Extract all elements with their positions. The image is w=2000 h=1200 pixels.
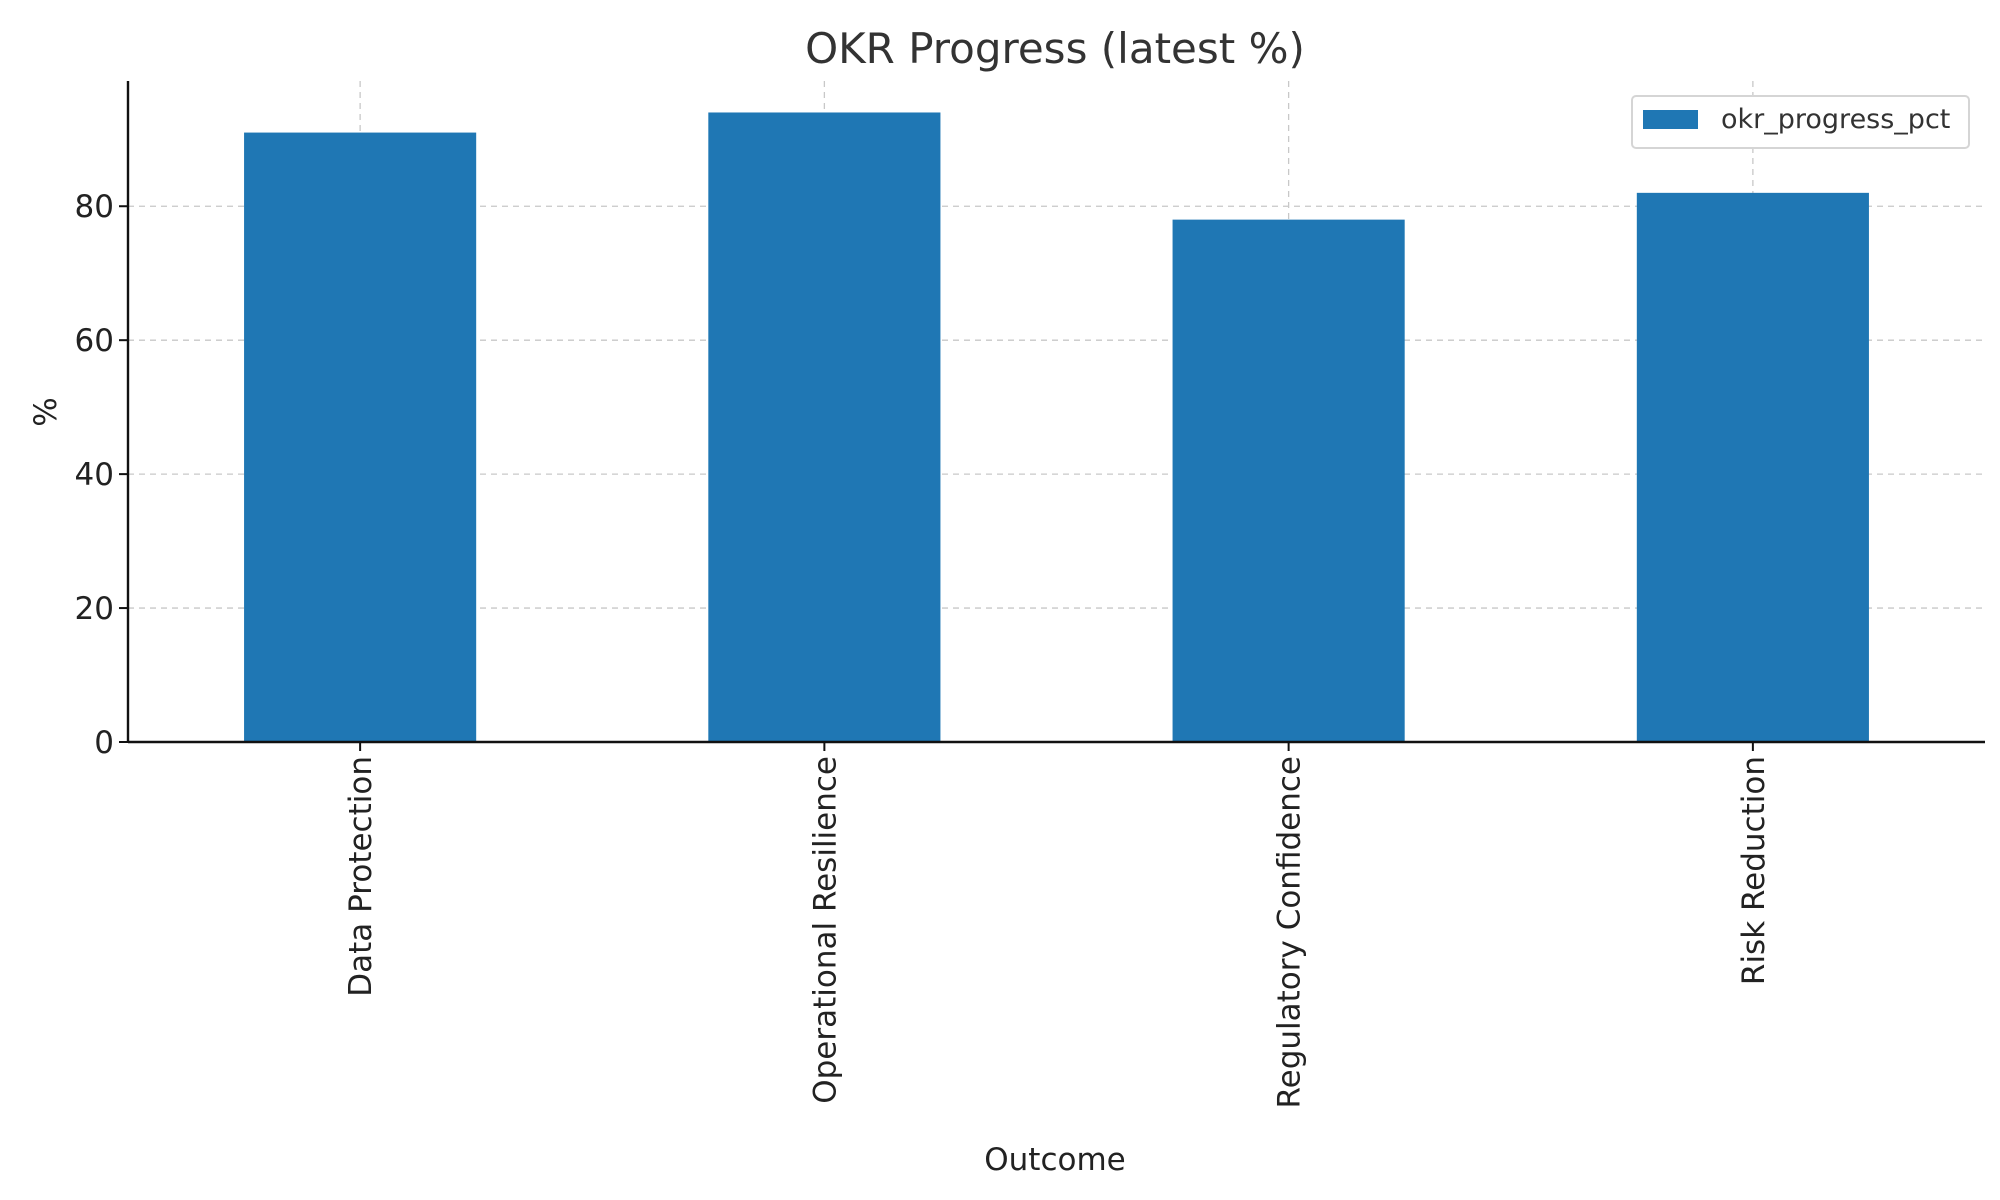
y-tick-label: 60 [75,323,114,359]
x-tick-label: Operational Resilience [807,756,843,1104]
x-tick-label: Data Protection [343,756,379,997]
legend: okr_progress_pct [1631,95,1970,149]
x-axis-ticks: Data Protection Operational Resilience Reg… [343,742,1772,1109]
legend-swatch [1643,110,1698,129]
bar [708,112,941,742]
y-axis-ticks: 0 20 40 60 80 [75,189,128,761]
y-axis-label: % [28,397,64,426]
y-tick-label: 80 [75,189,114,225]
chart-title: OKR Progress (latest %) [805,24,1305,73]
bar [1172,219,1405,743]
x-gridlines [359,81,1754,742]
bars [244,112,1869,743]
legend-label: okr_progress_pct [1721,104,1950,135]
legend-box [1631,95,1970,149]
y-tick-label: 40 [75,457,114,493]
x-tick-label: Regulatory Confidence [1272,756,1308,1109]
bar [244,132,477,742]
bar [1636,192,1869,742]
y-tick-label: 0 [94,725,114,761]
x-axis-label: Outcome [984,1142,1125,1178]
y-tick-label: 20 [75,591,114,627]
x-tick-label: Risk Reduction [1736,756,1772,985]
